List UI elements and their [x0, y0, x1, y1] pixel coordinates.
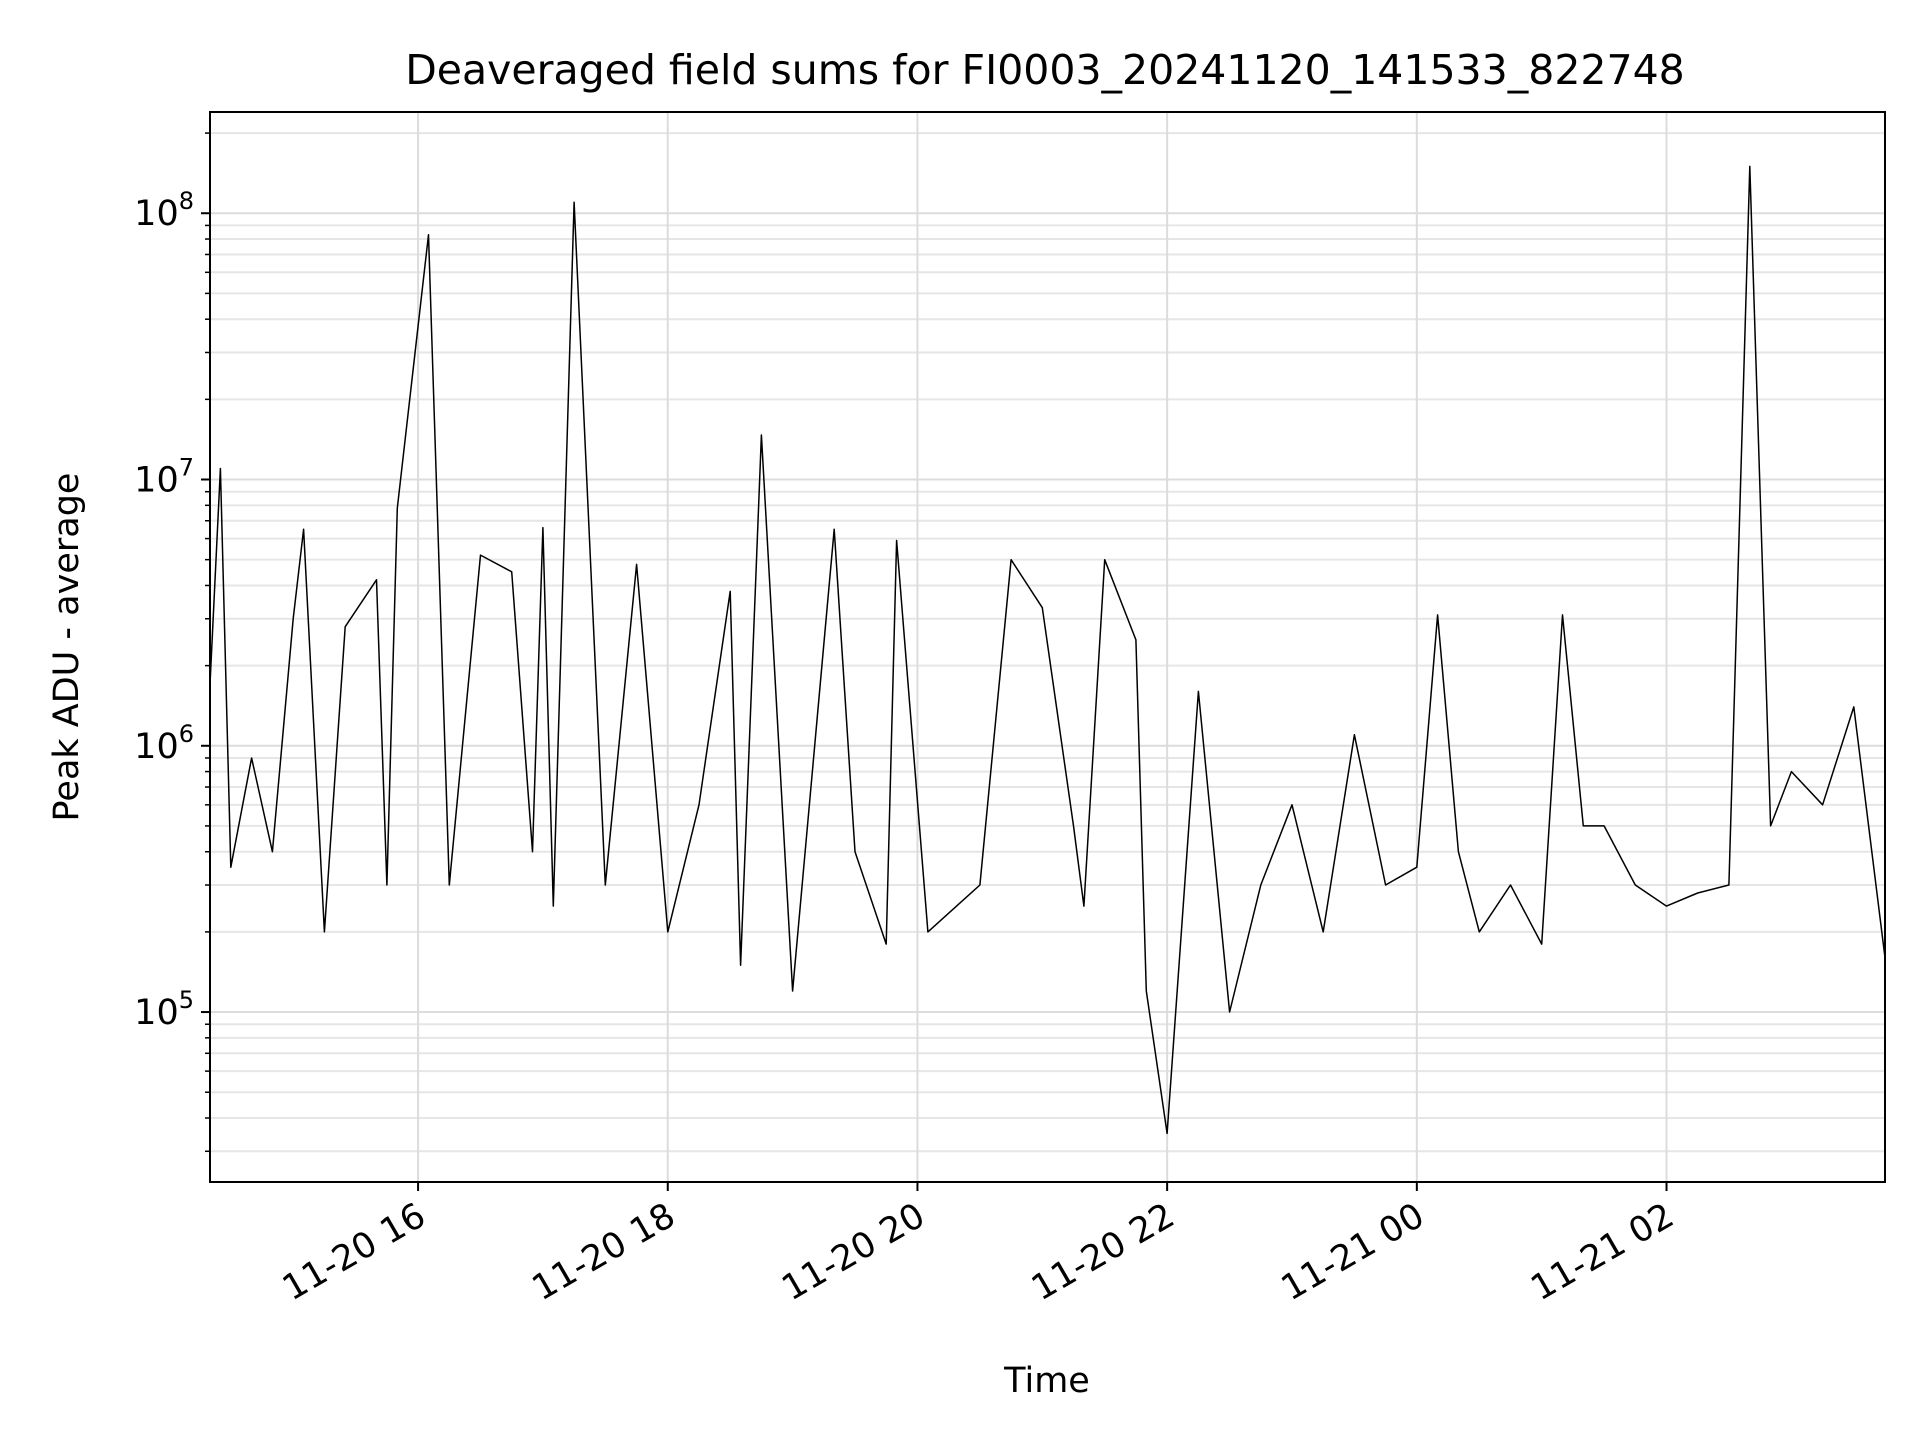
x-tick-label: 11-20 22	[1025, 1196, 1181, 1309]
y-tick-label: 106	[134, 720, 194, 767]
y-tick-label: 107	[134, 454, 194, 501]
x-tick-label: 11-20 16	[276, 1196, 432, 1309]
x-tick-label: 11-21 00	[1275, 1196, 1431, 1309]
plot-frame	[209, 111, 1886, 1183]
grid-lines	[210, 112, 1885, 1182]
y-tick-label: 108	[134, 187, 194, 234]
x-tick-label: 11-21 02	[1525, 1196, 1681, 1309]
series-layer	[209, 165, 1886, 1135]
y-axis-label: Peak ADU - average	[47, 473, 87, 822]
x-axis-ticks: 11-20 16 11-20 18 11-20 20 11-20 22 11-21 00…	[276, 1182, 1681, 1309]
chart-title: Deaveraged field sums for FI0003_2024112…	[405, 46, 1685, 94]
y-tick-label: 105	[134, 986, 194, 1033]
x-tick-label: 11-20 18	[526, 1196, 682, 1309]
series-line	[209, 165, 1886, 1135]
y-axis-ticks: 105 106 107 108	[134, 132, 210, 1153]
x-tick-label: 11-20 20	[775, 1196, 931, 1309]
x-axis-label: Time	[1003, 1361, 1090, 1401]
